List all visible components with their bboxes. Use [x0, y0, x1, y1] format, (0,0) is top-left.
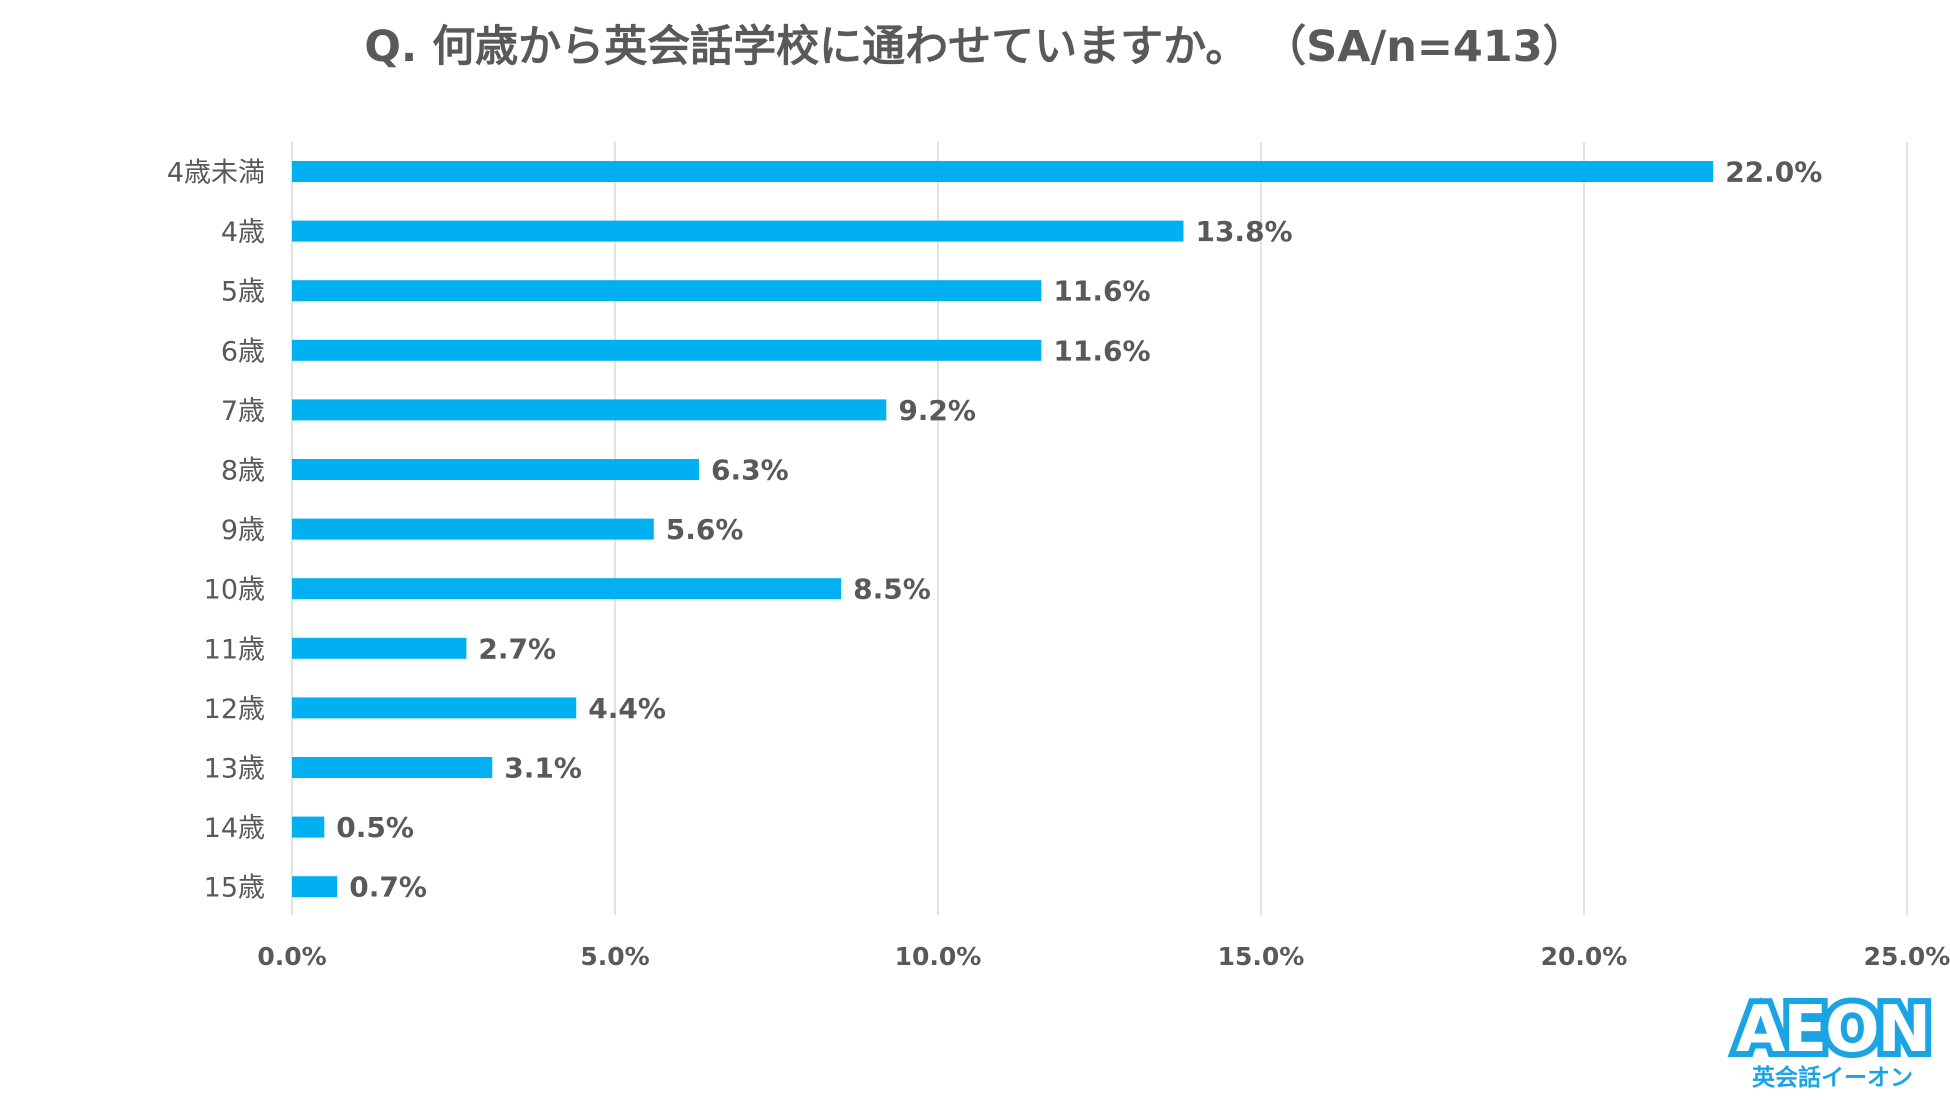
- data-label: 22.0%: [1725, 156, 1822, 189]
- data-label: 11.6%: [1053, 275, 1150, 308]
- data-label: 13.8%: [1195, 215, 1292, 248]
- category-label: 12歳: [204, 694, 265, 725]
- category-label: 15歳: [204, 873, 265, 904]
- category-label: 6歳: [221, 336, 265, 367]
- x-tick-label: 15.0%: [1218, 942, 1305, 971]
- bar: [292, 697, 577, 719]
- category-label: 5歳: [221, 277, 265, 308]
- data-label: 4.4%: [588, 692, 666, 725]
- bar: [292, 757, 493, 778]
- bar: [292, 459, 699, 480]
- category-label: 9歳: [221, 515, 265, 546]
- bar: [292, 637, 467, 659]
- category-label: 11歳: [204, 634, 265, 665]
- logo-wordmark: AEON: [1730, 989, 1937, 1071]
- category-label: 10歳: [204, 575, 265, 606]
- logo-subtitle: 英会話イーオン: [1752, 1065, 1913, 1091]
- aeon-logo: AEON 英会話イーオン: [1715, 989, 1950, 1100]
- bar: [292, 518, 654, 540]
- bar: [292, 280, 1042, 302]
- bar: [292, 220, 1184, 242]
- bar: [292, 339, 1042, 361]
- data-label: 6.3%: [711, 454, 789, 487]
- data-label: 0.7%: [349, 871, 427, 904]
- bar: [292, 161, 1714, 182]
- data-label: 9.2%: [898, 394, 976, 427]
- data-label: 8.5%: [853, 573, 931, 606]
- data-label: 5.6%: [666, 513, 744, 546]
- data-label: 3.1%: [504, 752, 582, 785]
- bar: [292, 578, 842, 600]
- bars: [292, 161, 1714, 898]
- x-tick-labels: 0.0% 5.0% 10.0% 15.0% 20.0% 25.0%: [257, 942, 1950, 971]
- category-labels: 4歳未満 4歳 5歳 6歳 7歳 8歳 9歳 10歳 11歳 12歳 13歳 14歳 15歳: [167, 158, 265, 904]
- category-label: 13歳: [204, 754, 265, 785]
- bar: [292, 876, 338, 898]
- data-labels: 22.0% 13.8% 11.6% 11.6% 9.2% 6.3% 5.6% 8.5% 2.7%…: [336, 156, 1822, 904]
- data-label: 11.6%: [1053, 334, 1150, 367]
- category-label: 8歳: [221, 456, 265, 487]
- data-label: 2.7%: [478, 632, 556, 665]
- x-tick-label: 10.0%: [895, 942, 982, 971]
- x-tick-label: 20.0%: [1541, 942, 1628, 971]
- category-label: 7歳: [221, 396, 265, 427]
- category-label: 14歳: [204, 813, 265, 844]
- category-label: 4歳未満: [167, 158, 265, 189]
- category-label: 4歳: [221, 217, 265, 248]
- x-tick-label: 25.0%: [1864, 942, 1950, 971]
- data-label: 0.5%: [336, 811, 414, 844]
- chart-title: Q. 何歳から英会話学校に通わせていますか。 （SA/n=413）: [364, 22, 1586, 72]
- bar: [292, 816, 325, 838]
- x-tick-label: 0.0%: [257, 942, 326, 971]
- bar: [292, 399, 887, 421]
- x-tick-label: 5.0%: [580, 942, 649, 971]
